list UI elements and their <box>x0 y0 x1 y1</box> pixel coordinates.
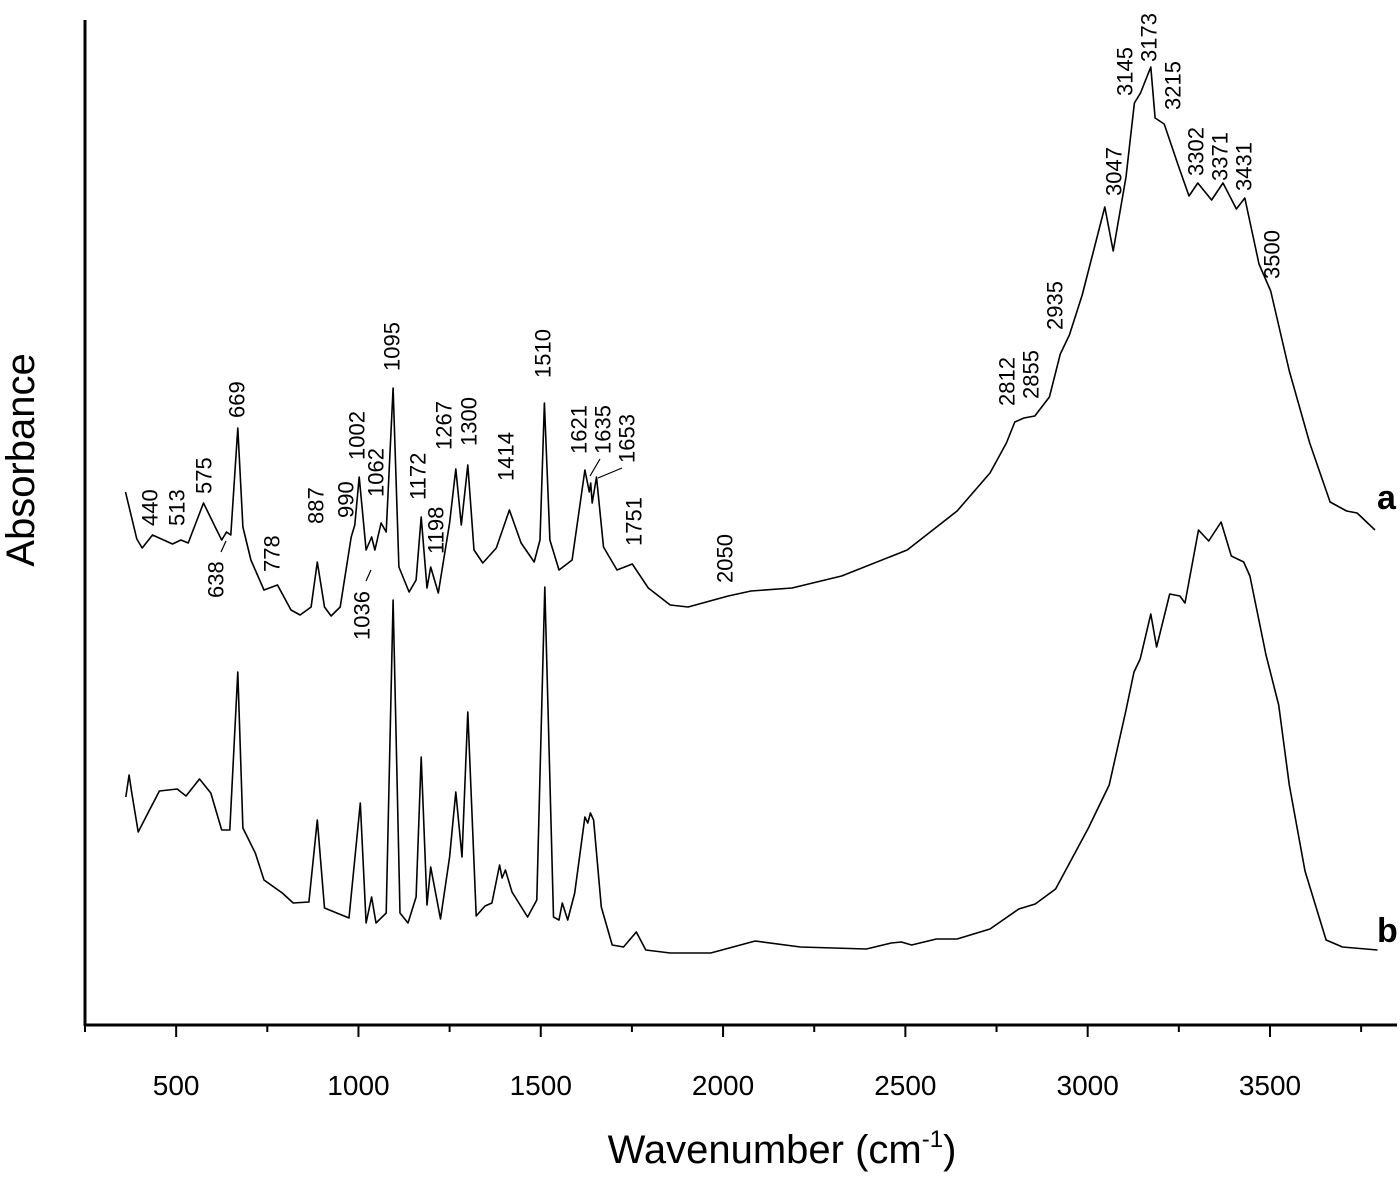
x-tick-label: 3000 <box>1057 1070 1119 1101</box>
peak-label-1751: 1751 <box>622 497 647 546</box>
peak-label-3047: 3047 <box>1102 147 1127 196</box>
peak-label-2050: 2050 <box>713 534 738 583</box>
leader-line-638 <box>220 540 227 553</box>
x-axis-title: Wavenumber (cm-1) <box>608 1126 957 1172</box>
peak-label-575: 575 <box>192 457 217 494</box>
x-ticks <box>84 1025 1363 1037</box>
leader-line-1036 <box>365 569 372 582</box>
x-tick-label: 2500 <box>874 1070 936 1101</box>
series-label-a: a <box>1377 479 1397 517</box>
peak-label-3215: 3215 <box>1161 61 1186 110</box>
x-tick-label: 3500 <box>1239 1070 1301 1101</box>
peak-label-440: 440 <box>138 489 163 526</box>
peak-label-3173: 3173 <box>1137 13 1162 62</box>
peak-label-3431: 3431 <box>1232 142 1257 191</box>
peak-label-1510: 1510 <box>531 329 556 378</box>
series-label-b: b <box>1377 912 1398 950</box>
peak-label-1002: 1002 <box>345 411 370 460</box>
x-tick-label: 500 <box>153 1070 200 1101</box>
x-tick-label: 1500 <box>510 1070 572 1101</box>
peak-label-887: 887 <box>304 487 329 524</box>
peak-label-1172: 1172 <box>406 453 431 500</box>
x-tick-label: 2000 <box>692 1070 754 1101</box>
peak-label-778: 778 <box>260 535 285 572</box>
peak-label-2812: 2812 <box>995 357 1020 406</box>
peak-label-1635: 1635 <box>591 405 616 454</box>
peak-label-1267: 1267 <box>432 401 457 450</box>
y-axis-title: Absorbance <box>0 353 43 566</box>
x-tick-label: 1000 <box>327 1070 389 1101</box>
leader-line-1635 <box>589 458 601 477</box>
peak-label-3145: 3145 <box>1113 47 1138 96</box>
peak-label-1036: 1036 <box>350 591 375 640</box>
x-axis-title-superscript: -1 <box>922 1126 943 1153</box>
peak-label-1095: 1095 <box>380 322 405 371</box>
spectrum-line-a <box>124 66 1376 617</box>
peak-label-3500: 3500 <box>1260 230 1285 279</box>
peak-label-1198: 1198 <box>424 507 449 554</box>
x-tick-labels: 500 1000 1500 2000 2500 3000 3500 <box>153 1070 1301 1101</box>
peak-leader-lines <box>220 458 623 582</box>
peak-label-1414: 1414 <box>494 432 519 481</box>
peak-label-990: 990 <box>334 481 359 518</box>
peak-label-3371: 3371 <box>1208 132 1233 181</box>
peak-label-1300: 1300 <box>457 397 482 446</box>
peak-label-3302: 3302 <box>1184 127 1209 176</box>
peak-label-2935: 2935 <box>1043 281 1068 330</box>
peak-label-1621: 1621 <box>567 405 592 454</box>
spectrum-line-b <box>125 521 1378 954</box>
series-group <box>124 66 1378 954</box>
peak-label-513: 513 <box>165 489 190 526</box>
peak-label-1653: 1653 <box>615 414 640 463</box>
leader-line-1653 <box>597 467 623 479</box>
peak-label-669: 669 <box>225 381 250 418</box>
peak-label-2855: 2855 <box>1019 350 1044 399</box>
peak-label-1062: 1062 <box>364 448 389 497</box>
peak-label-638: 638 <box>204 561 229 598</box>
